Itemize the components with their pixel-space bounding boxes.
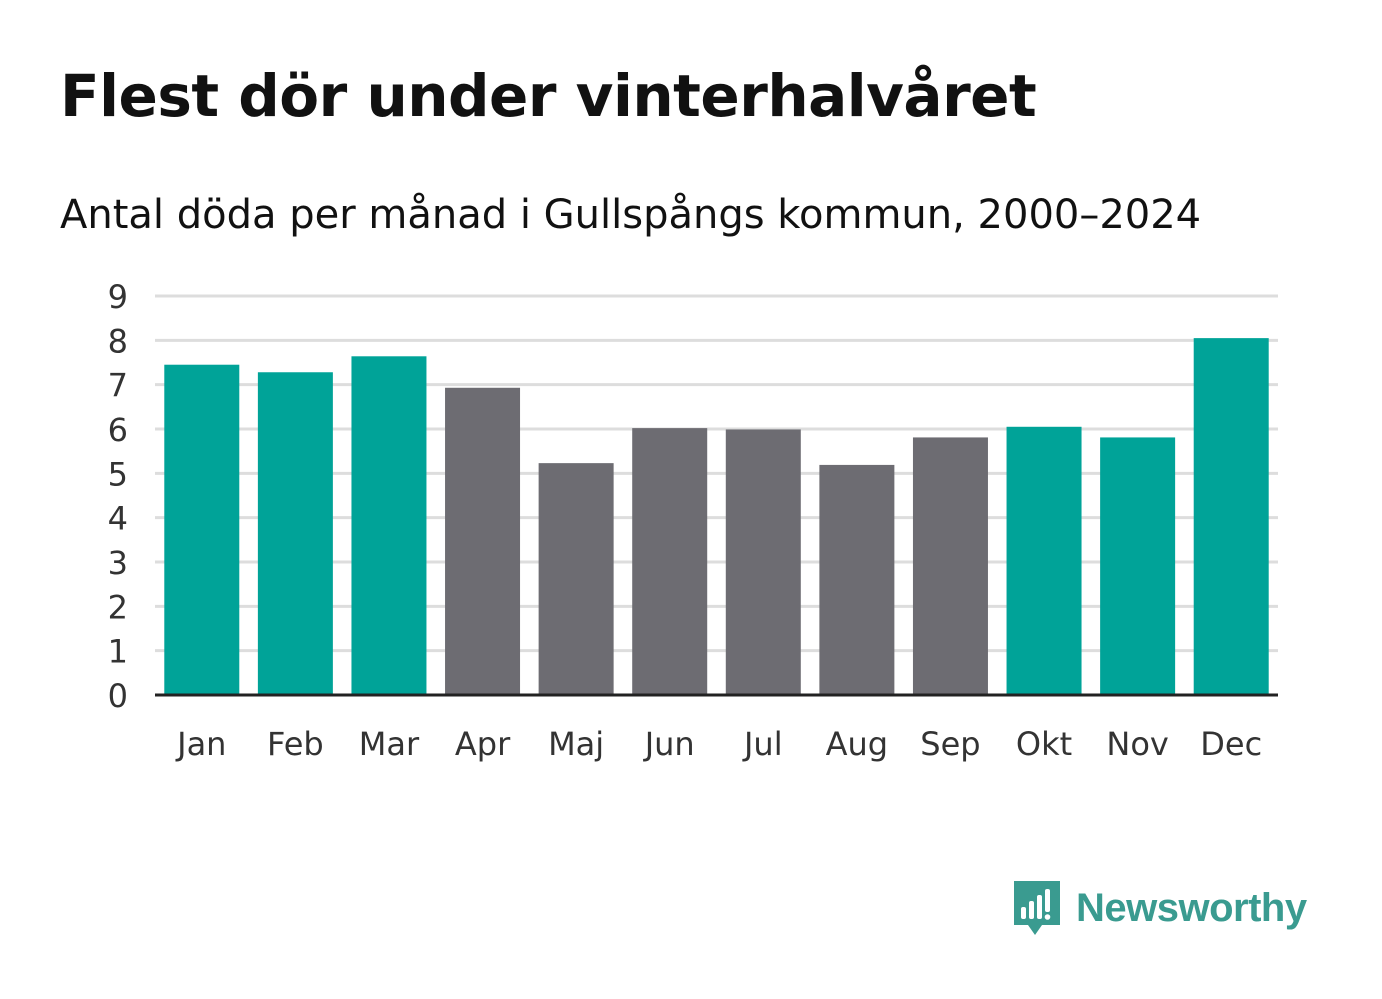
x-tick-label: Sep — [920, 725, 980, 763]
bar-jul — [725, 429, 801, 695]
bar-sep — [912, 437, 988, 695]
y-tick-label: 5 — [108, 455, 128, 493]
bar-mar — [351, 356, 427, 695]
y-tick-label: 7 — [108, 367, 128, 405]
x-tick-label: Mar — [359, 725, 420, 763]
bar-jun — [632, 428, 708, 695]
bar-aug — [819, 464, 895, 695]
newsworthy-logo: Newsworthy — [1010, 876, 1307, 940]
x-tick-label: Maj — [548, 725, 604, 763]
x-tick-label: Nov — [1106, 725, 1168, 763]
bar-apr — [445, 387, 521, 695]
chart-title: Flest dör under vinterhalvåret — [60, 62, 1037, 130]
x-axis-ticks: Jan Feb Mar Apr Maj Jun Jul Aug Sep Okt Nov Dec — [175, 725, 1262, 763]
newsworthy-logo-icon — [1014, 881, 1060, 935]
x-tick-label: Jan — [175, 725, 226, 763]
y-axis-ticks: 0 1 2 3 4 5 6 7 8 9 — [108, 278, 128, 715]
y-tick-label: 4 — [108, 500, 128, 538]
brand-name: Newsworthy — [1076, 885, 1307, 930]
bar-jan — [164, 364, 240, 695]
x-tick-label: Okt — [1016, 725, 1072, 763]
bar-feb — [257, 372, 333, 695]
y-tick-label: 1 — [108, 633, 128, 671]
y-tick-label: 8 — [108, 322, 128, 360]
x-tick-label: Dec — [1200, 725, 1262, 763]
bars — [164, 338, 1269, 695]
x-tick-label: Jul — [742, 725, 783, 763]
gridlines — [155, 294, 1278, 653]
bar-dec — [1193, 338, 1269, 695]
y-tick-label: 3 — [108, 544, 128, 582]
bar-maj — [538, 463, 614, 695]
x-tick-label: Feb — [267, 725, 324, 763]
x-tick-label: Aug — [826, 725, 888, 763]
y-tick-label: 0 — [108, 677, 128, 715]
y-tick-label: 6 — [108, 411, 128, 449]
y-tick-label: 2 — [108, 588, 128, 626]
y-tick-label: 9 — [108, 278, 128, 316]
chart-subtitle: Antal döda per månad i Gullspångs kommun… — [60, 192, 1202, 238]
x-tick-label: Apr — [455, 725, 511, 763]
x-tick-label: Jun — [643, 725, 695, 763]
bar-nov — [1100, 437, 1176, 695]
bar-okt — [1006, 426, 1082, 695]
